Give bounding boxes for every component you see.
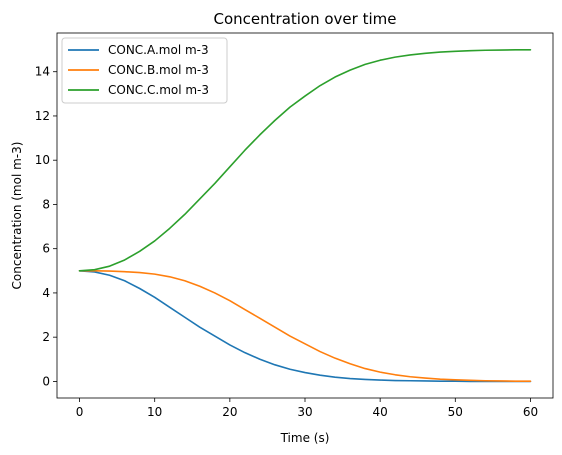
series-line-c (78, 49, 532, 272)
legend: CONC.A.mol m-3 CONC.B.mol m-3 CONC.C.mol m… (61, 37, 228, 104)
legend-box (61, 37, 228, 104)
y-tick-label: 8 (42, 197, 50, 211)
y-tick-label: 4 (42, 286, 50, 300)
y-axis-label: Concentration (mol m-3) (10, 142, 24, 290)
y-tick-label: 12 (35, 109, 50, 123)
chart-title: Concentration over time (214, 10, 397, 28)
x-axis-label: Time (s) (280, 431, 330, 445)
y-tick-label: 14 (35, 65, 50, 79)
plot-area (78, 49, 532, 383)
series-line-b (78, 270, 532, 382)
x-tick-label: 50 (448, 405, 463, 419)
y-tick-label: 2 (42, 330, 50, 344)
legend-label: CONC.B.mol m-3 (108, 63, 209, 77)
x-tick-label: 40 (373, 405, 388, 419)
legend-label: CONC.C.mol m-3 (108, 83, 209, 97)
legend-label: CONC.A.mol m-3 (108, 43, 209, 57)
y-tick-label: 6 (42, 242, 50, 256)
x-axis: 0 10 20 30 40 50 60 (76, 398, 538, 419)
y-axis: 0 2 4 6 8 10 12 14 (35, 65, 57, 388)
x-tick-label: 30 (297, 405, 312, 419)
series-line-a (78, 270, 532, 383)
x-tick-label: 20 (222, 405, 237, 419)
x-tick-label: 10 (147, 405, 162, 419)
y-tick-label: 10 (35, 153, 50, 167)
x-tick-label: 0 (76, 405, 84, 419)
y-tick-label: 0 (42, 374, 50, 388)
x-tick-label: 60 (523, 405, 538, 419)
